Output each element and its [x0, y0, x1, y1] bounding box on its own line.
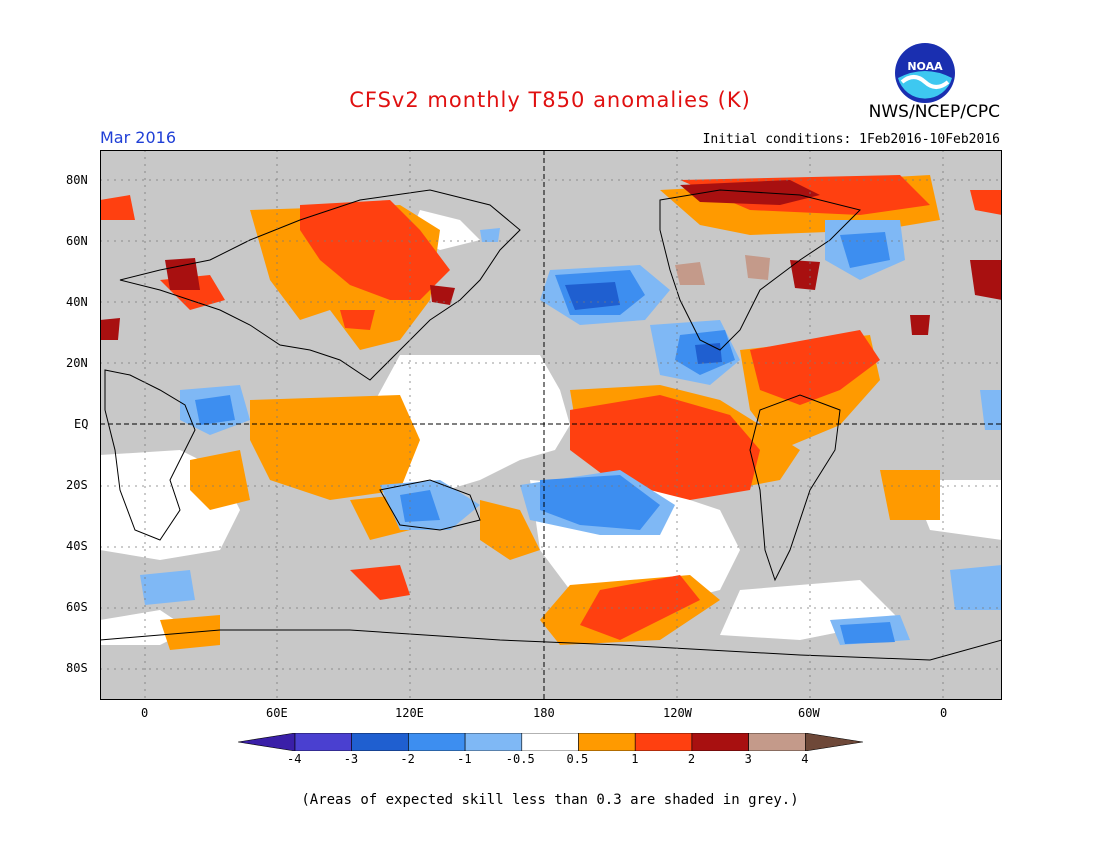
forecast-period: Mar 2016	[100, 128, 176, 147]
warm-anomaly-3-4	[675, 255, 770, 285]
lon-label: 0	[940, 706, 948, 720]
skill-footnote: (Areas of expected skill less than 0.3 a…	[301, 792, 799, 808]
colorbar-segment	[408, 733, 466, 751]
noaa-logo: NOAA	[895, 43, 955, 103]
agency-label: NWS/NCEP/CPC	[868, 102, 1000, 122]
colorbar-segment	[351, 733, 409, 751]
coastlines	[100, 189, 1002, 661]
colorbar-label: -4	[287, 752, 302, 766]
lon-label: 60W	[798, 706, 820, 720]
colorbar-segment	[521, 733, 579, 751]
colorbar-segment	[634, 733, 693, 751]
lat-label: 80N	[66, 173, 88, 187]
cold-anomaly-2-3	[565, 282, 722, 364]
colorbar-segment	[464, 733, 523, 751]
lat-label: 20S	[66, 478, 88, 492]
lat-label: 80S	[66, 661, 88, 675]
colorbar-segment	[748, 733, 806, 751]
colorbar-label: -3	[343, 752, 359, 766]
chart-title: CFSv2 monthly T850 anomalies (K)	[349, 88, 751, 112]
lat-label: 60N	[66, 234, 88, 248]
colorbar-label: -0.5	[505, 752, 535, 766]
colorbar	[238, 733, 863, 751]
map-frame	[100, 150, 1002, 700]
colorbar-segment	[294, 733, 353, 751]
colorbar-segment	[578, 733, 636, 751]
lon-label: 120W	[663, 706, 692, 720]
lon-label: 0	[141, 706, 149, 720]
colorbar-label: 0.5	[566, 752, 589, 766]
svg-text:NOAA: NOAA	[907, 60, 943, 73]
colorbar-label: 1	[631, 752, 639, 766]
lat-label: 40S	[66, 539, 88, 553]
colorbar-label: -1	[457, 752, 472, 766]
colorbar-segment	[691, 733, 749, 751]
colorbar-segment	[804, 733, 863, 751]
reference-lines	[100, 150, 1002, 700]
graticule	[100, 150, 1002, 700]
lat-label: EQ	[74, 417, 89, 431]
lat-label: 60S	[66, 600, 88, 614]
warm-anomaly-2-3	[100, 180, 1002, 340]
initial-conditions: Initial conditions: 1Feb2016-10Feb2016	[702, 132, 1000, 147]
colorbar-segment	[238, 733, 296, 751]
lon-label: 180	[533, 706, 555, 720]
lat-label: 20N	[66, 356, 88, 370]
colorbar-label: 4	[801, 752, 809, 766]
colorbar-label: 2	[687, 752, 696, 766]
lat-label: 40N	[66, 295, 88, 309]
colorbar-label: -2	[400, 752, 415, 766]
lon-label: 60E	[266, 706, 288, 720]
anomaly-map	[100, 150, 1002, 700]
colorbar-label: 3	[744, 752, 752, 766]
lon-label: 120E	[395, 706, 424, 720]
